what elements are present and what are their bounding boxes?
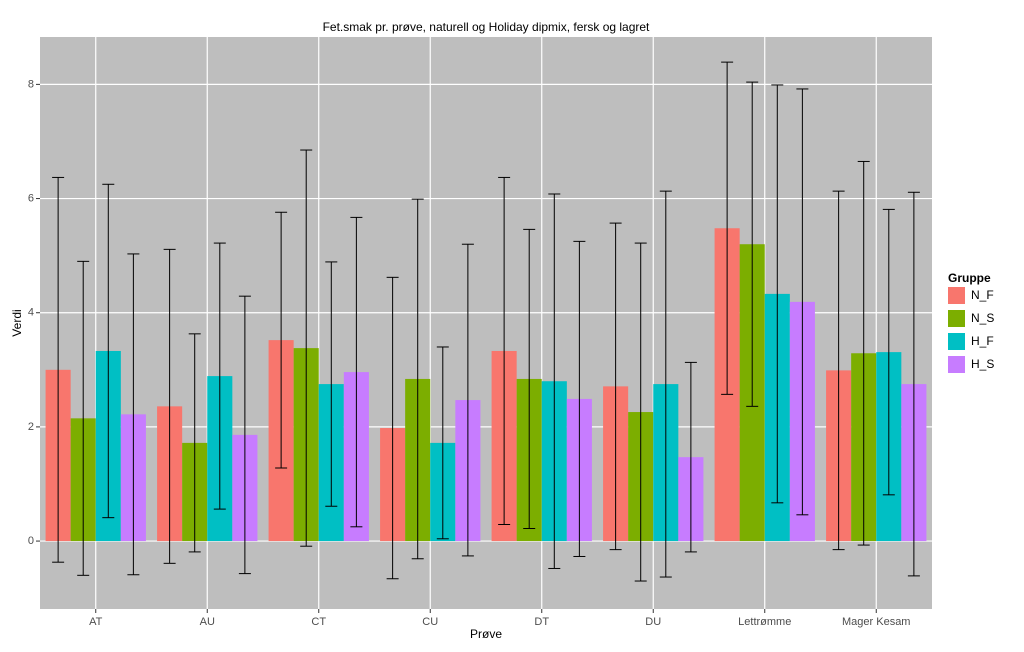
- error-bar: [188, 333, 201, 553]
- error-bar: [325, 261, 338, 507]
- error-bar: [634, 242, 647, 582]
- legend-label: N_F: [971, 288, 994, 302]
- error-bar: [102, 183, 115, 519]
- y-tick-label: 4: [28, 307, 34, 319]
- x-tick-label: CU: [422, 616, 438, 628]
- error-bar: [548, 193, 561, 569]
- y-tick-label: 2: [28, 421, 34, 433]
- error-bar: [771, 84, 784, 504]
- x-tick-label: DU: [645, 616, 661, 628]
- error-bar: [498, 176, 511, 526]
- chart-title: Fet.smak pr. prøve, naturell og Holiday …: [323, 20, 650, 34]
- error-bar: [461, 243, 474, 557]
- y-tick-label: 8: [28, 78, 34, 90]
- error-bar: [857, 160, 870, 546]
- y-axis-label: Verdi: [10, 309, 24, 336]
- x-tick-label: Lettrømme: [738, 616, 791, 628]
- y-tick-label: 6: [28, 192, 34, 204]
- x-tick-label: AU: [200, 616, 215, 628]
- legend-swatch: [948, 356, 965, 373]
- error-bar: [659, 190, 672, 578]
- error-bar: [350, 216, 363, 528]
- error-bar: [127, 253, 140, 576]
- error-bar: [52, 176, 65, 563]
- x-tick-label: CT: [311, 616, 326, 628]
- legend-label: H_S: [971, 357, 994, 371]
- error-bar: [721, 61, 734, 395]
- error-bar: [411, 198, 424, 560]
- legend-title: Gruppe: [948, 271, 991, 285]
- error-bar: [746, 81, 759, 407]
- x-tick-label: Mager Kesam: [842, 616, 910, 628]
- x-tick-label: AT: [89, 616, 103, 628]
- error-bar: [523, 228, 536, 530]
- legend-label: N_S: [971, 311, 994, 325]
- error-bar: [300, 149, 313, 547]
- error-bar: [238, 295, 251, 575]
- x-axis-label: Prøve: [470, 627, 502, 641]
- error-bar: [573, 240, 586, 557]
- legend-swatch: [948, 310, 965, 327]
- error-bar: [609, 222, 622, 551]
- legend-swatch: [948, 287, 965, 304]
- legend-swatch: [948, 333, 965, 350]
- error-bar: [213, 242, 226, 510]
- x-tick-label: DT: [534, 616, 549, 628]
- error-bar: [882, 208, 895, 496]
- error-bar: [796, 88, 809, 516]
- error-bar: [832, 190, 845, 551]
- legend-label: H_F: [971, 334, 994, 348]
- error-bar: [163, 248, 176, 564]
- error-bar: [275, 211, 288, 469]
- y-tick-label: 0: [28, 535, 34, 547]
- error-bar: [386, 276, 399, 580]
- error-bar: [907, 191, 920, 577]
- error-bar: [436, 346, 449, 540]
- error-bar: [77, 260, 90, 576]
- error-bar: [684, 361, 697, 553]
